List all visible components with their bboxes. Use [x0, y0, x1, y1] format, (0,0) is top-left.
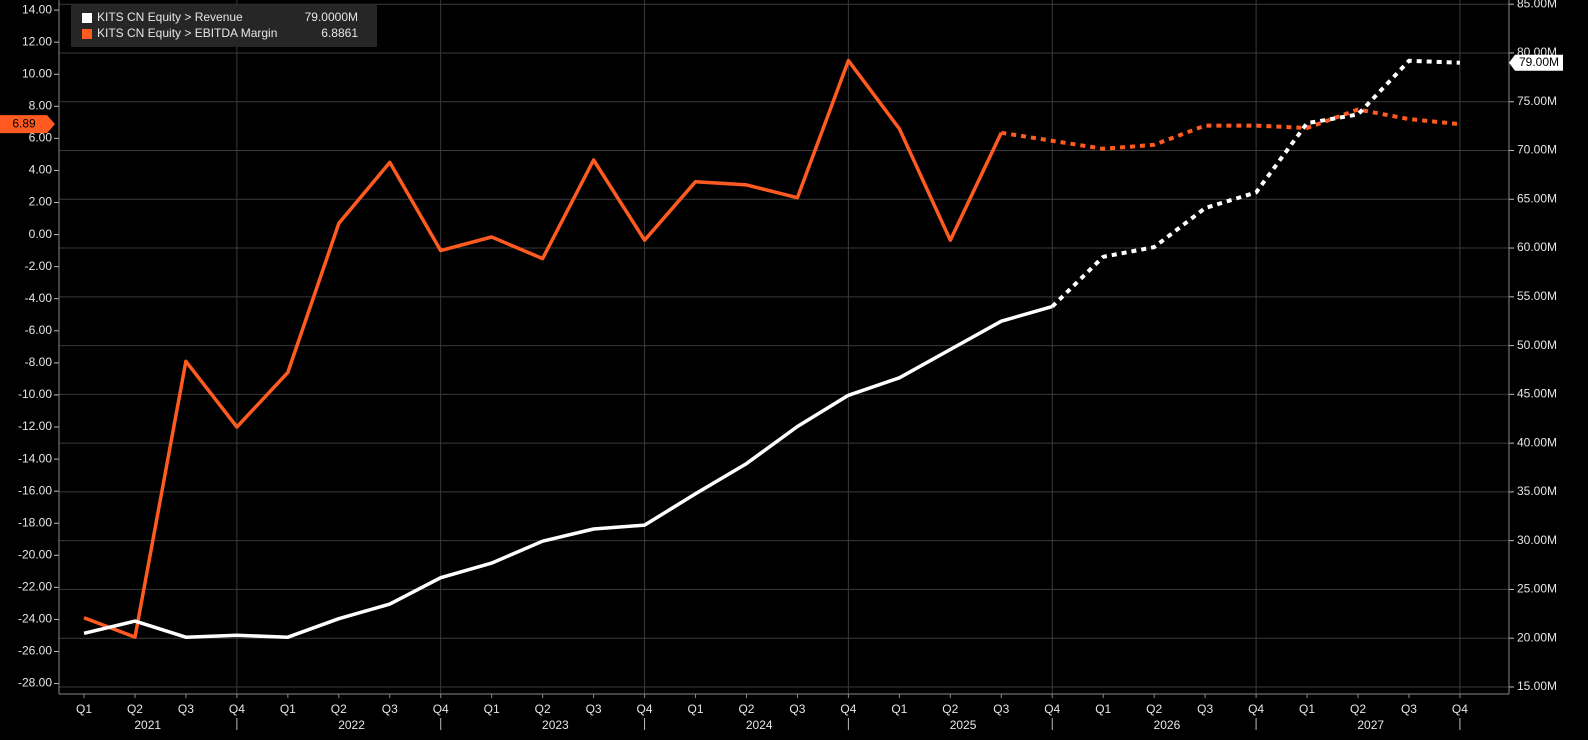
year-label: 2024: [746, 718, 773, 732]
y2-tick-label: 85.00M: [1517, 0, 1557, 10]
y-tick-label: 4.00: [29, 163, 53, 177]
y-tick-label: -10.00: [18, 387, 52, 401]
y2-tick-label: 20.00M: [1517, 630, 1557, 644]
y2-tick-label: 30.00M: [1517, 533, 1557, 547]
y2-tick-label: 55.00M: [1517, 289, 1557, 303]
y2-tick-label: 75.00M: [1517, 94, 1557, 108]
axis-tag-label: 6.89: [12, 116, 36, 130]
y-tick-label: -18.00: [18, 515, 52, 529]
year-label: 2022: [338, 718, 365, 732]
y-tick-label: -28.00: [18, 676, 52, 690]
y2-tick-label: 65.00M: [1517, 191, 1557, 205]
x-tick-label: Q1: [76, 702, 92, 716]
y2-tick-label: 40.00M: [1517, 435, 1557, 449]
x-tick-label: Q3: [789, 702, 805, 716]
y-tick-label: -2.00: [25, 259, 53, 273]
legend-value: 79.0000M: [305, 10, 358, 24]
y-tick-label: -6.00: [25, 323, 53, 337]
y2-tick-label: 70.00M: [1517, 143, 1557, 157]
y-tick-label: -14.00: [18, 451, 52, 465]
x-tick-label: Q3: [586, 702, 602, 716]
y-tick-label: 8.00: [29, 98, 53, 112]
x-tick-label: Q4: [840, 702, 856, 716]
x-tick-label: Q4: [1452, 702, 1468, 716]
y-tick-label: 10.00: [22, 66, 52, 80]
legend-label: KITS CN Equity > EBITDA Margin: [97, 26, 277, 40]
series-line: [83, 58, 1003, 639]
x-tick-label: Q4: [433, 702, 449, 716]
y-tick-label: 6.00: [29, 131, 53, 145]
y2-tick-label: 25.00M: [1517, 582, 1557, 596]
year-label: 2023: [542, 718, 569, 732]
y-tick-label: 2.00: [29, 195, 53, 209]
axis-tag-label: 79.00M: [1519, 55, 1559, 69]
x-tick-label: Q2: [1350, 702, 1366, 716]
x-tick-label: Q3: [1401, 702, 1417, 716]
y-tick-label: -20.00: [18, 547, 52, 561]
y-tick-label: -8.00: [25, 355, 53, 369]
x-tick-label: Q2: [535, 702, 551, 716]
y-tick-label: -16.00: [18, 483, 52, 497]
x-tick-label: Q4: [637, 702, 653, 716]
year-label: 2026: [1154, 718, 1181, 732]
y2-tick-label: 60.00M: [1517, 240, 1557, 254]
x-tick-label: Q1: [1299, 702, 1315, 716]
y-tick-label: -4.00: [25, 291, 53, 305]
legend-label: KITS CN Equity > Revenue: [97, 10, 243, 24]
y-tick-label: -24.00: [18, 612, 52, 626]
y-tick-label: -12.00: [18, 419, 52, 433]
x-tick-label: Q3: [1197, 702, 1213, 716]
legend: KITS CN Equity > Revenue 79.0000M KITS CN …: [71, 5, 377, 47]
x-tick-label: Q4: [1248, 702, 1264, 716]
y2-tick-label: 15.00M: [1517, 679, 1557, 693]
y-tick-label: -22.00: [18, 580, 52, 594]
axis-tag: [1509, 54, 1563, 71]
legend-swatch: [82, 29, 92, 39]
series-line: [83, 304, 1053, 639]
x-tick-label: Q4: [229, 702, 245, 716]
x-tick-label: Q3: [382, 702, 398, 716]
x-tick-label: Q1: [1095, 702, 1111, 716]
x-tick-label: Q2: [942, 702, 958, 716]
y-tick-label: -26.00: [18, 644, 52, 658]
x-tick-label: Q4: [1044, 702, 1060, 716]
y2-tick-label: 50.00M: [1517, 338, 1557, 352]
year-label: 2021: [134, 718, 161, 732]
x-tick-label: Q1: [280, 702, 296, 716]
year-label: 2027: [1357, 718, 1384, 732]
x-tick-label: Q2: [1146, 702, 1162, 716]
y2-tick-label: 35.00M: [1517, 484, 1557, 498]
x-tick-label: Q1: [688, 702, 704, 716]
legend-box: [71, 5, 377, 47]
estimate-line: [1000, 107, 1461, 151]
y-tick-label: 14.00: [22, 2, 52, 16]
x-tick-label: Q2: [331, 702, 347, 716]
x-tick-label: Q3: [178, 702, 194, 716]
y-tick-label: 0.00: [29, 227, 53, 241]
legend-swatch: [82, 13, 92, 23]
y-tick-label: 12.00: [22, 34, 52, 48]
x-tick-label: Q1: [891, 702, 907, 716]
y2-tick-label: 45.00M: [1517, 387, 1557, 401]
x-tick-label: Q3: [993, 702, 1009, 716]
year-label: 2025: [950, 718, 977, 732]
x-tick-label: Q1: [484, 702, 500, 716]
estimate-line: [1050, 58, 1460, 309]
x-tick-label: Q2: [127, 702, 143, 716]
legend-value: 6.8861: [321, 26, 358, 40]
x-tick-label: Q2: [738, 702, 754, 716]
axis-tag: [0, 115, 55, 134]
